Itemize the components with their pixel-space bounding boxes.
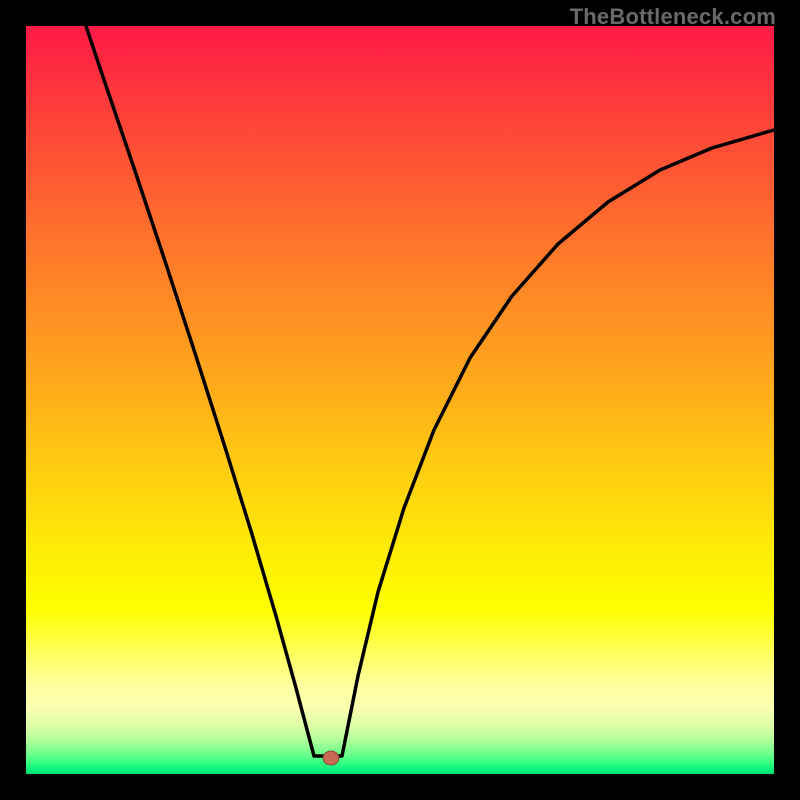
chart-svg	[26, 26, 774, 774]
watermark-text: TheBottleneck.com	[570, 4, 776, 30]
plot-area	[26, 26, 774, 774]
bottleneck-curve	[86, 26, 774, 756]
notch-marker	[323, 751, 339, 765]
